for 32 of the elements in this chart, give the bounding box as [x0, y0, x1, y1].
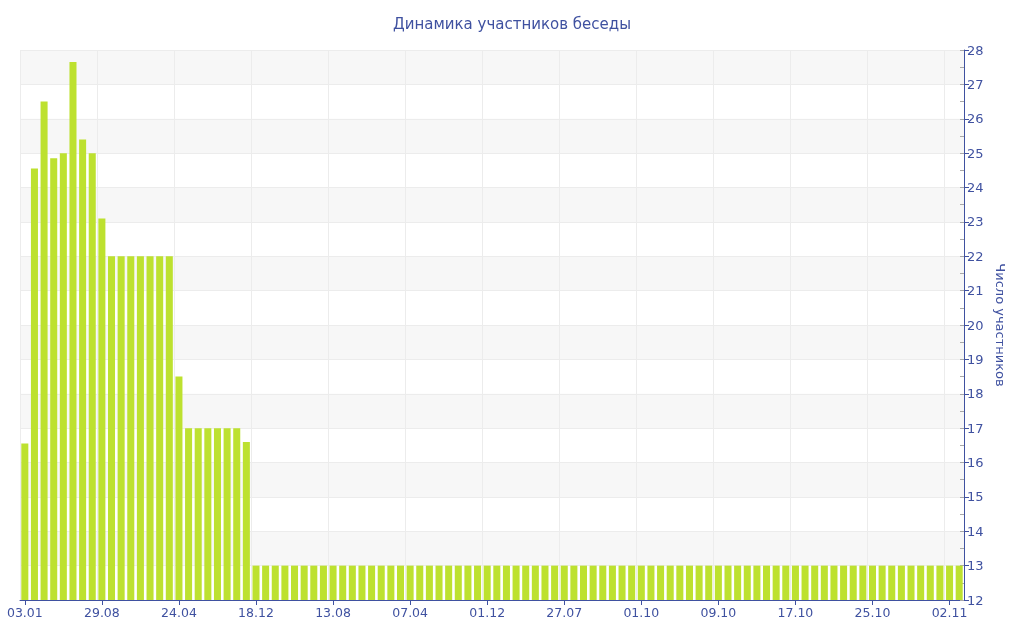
- x-tick-label: 29.08: [83, 605, 120, 620]
- y-tick-label: 28: [967, 42, 984, 58]
- y-tick-label: 14: [967, 523, 984, 539]
- y-tick-label: 18: [967, 386, 984, 402]
- x-tick-label: 25.10: [854, 605, 891, 620]
- x-tick-label: 24.04: [161, 605, 197, 620]
- x-tick-label: 09.10: [700, 605, 737, 620]
- x-tick-label: 02.11: [931, 605, 968, 620]
- x-tick-label: 27.07: [546, 605, 583, 620]
- y-tick-label: 15: [967, 489, 984, 505]
- x-tick-label: 07.04: [392, 605, 429, 620]
- x-tick-label: 01.12: [469, 605, 506, 620]
- y-tick-label: 21: [967, 283, 984, 299]
- y-tick-label: 19: [967, 351, 984, 367]
- chart-title: Динамика участников беседы: [392, 14, 632, 33]
- y-tick-label: 23: [967, 214, 984, 230]
- x-tick-label: 01.10: [623, 605, 660, 620]
- y-axis-title: Число участников: [993, 263, 1009, 387]
- y-tick-label: 16: [967, 455, 984, 470]
- y-tick-label: 12: [967, 592, 984, 608]
- x-tick-label: 03.01: [6, 605, 43, 620]
- y-tick-label: 24: [967, 180, 984, 195]
- y-tick-label: 27: [967, 76, 984, 92]
- y-tick-label: 22: [967, 248, 984, 264]
- y-tick-label: 25: [967, 145, 984, 161]
- x-tick-label: 17.10: [777, 605, 814, 620]
- y-tick-label: 17: [967, 420, 984, 436]
- y-tick-label: 26: [967, 111, 984, 127]
- y-tick-label: 13: [967, 558, 984, 574]
- x-tick-label: 18.12: [238, 605, 274, 620]
- x-tick-label: 13.08: [315, 605, 351, 620]
- y-tick-label: 20: [967, 317, 984, 333]
